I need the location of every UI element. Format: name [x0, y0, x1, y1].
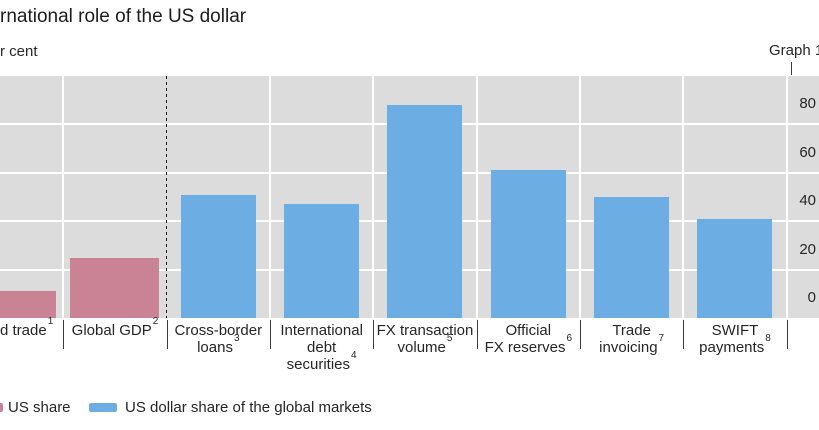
y-axis-tick-label-40: 40	[799, 192, 816, 210]
series-divider-dashed-line	[166, 76, 168, 318]
bar-swift-payments	[697, 218, 773, 318]
column-separator	[682, 76, 685, 318]
legend: US share US dollar share of the global ma…	[0, 399, 819, 419]
x-axis-tick	[476, 320, 478, 349]
bar-world-trade	[0, 291, 57, 318]
column-separator	[578, 76, 581, 318]
footnote-marker: 4	[351, 350, 357, 361]
column-separator	[62, 76, 65, 318]
footnote-marker: 6	[566, 333, 573, 344]
x-axis-label-official-fx-reserves: Official FX reserves6	[484, 322, 573, 356]
legend-swatch-usd_share	[89, 403, 117, 412]
column-separator	[372, 76, 375, 318]
footnote-marker: 1	[47, 316, 54, 327]
x-axis-label-cross-border-loans: Cross-border loans3	[174, 322, 263, 356]
x-axis-tick	[269, 320, 271, 349]
footnote-marker: 7	[658, 333, 665, 344]
x-axis-tick	[786, 320, 788, 349]
x-axis-label-trade-invoicing: Trade invoicing7	[599, 322, 665, 356]
column-separator	[268, 76, 271, 318]
column-separator	[475, 76, 478, 318]
x-axis-label-fx-transaction-volume: FX transaction volume5	[376, 322, 474, 356]
footnote-marker: 8	[765, 333, 771, 344]
x-axis-label-swift-payments: SWIFT payments8	[699, 322, 771, 356]
footnote-marker: 2	[152, 316, 159, 327]
x-axis-tick	[63, 320, 65, 349]
graph-number-label: Graph 1	[769, 42, 819, 59]
x-axis-label-international-debt-securities: International debt securities4	[280, 322, 363, 373]
bar-official-fx-reserves	[490, 170, 566, 318]
bar-cross-border-loans	[180, 194, 256, 318]
x-axis-tick	[373, 320, 375, 349]
legend-label-us_share: US share	[8, 399, 71, 416]
column-separator	[785, 76, 788, 318]
chart-title: rnational role of the US dollar	[0, 6, 247, 27]
legend-label-usd_share: US dollar share of the global markets	[125, 399, 372, 416]
y-axis-unit-label: r cent	[0, 43, 38, 60]
x-axis-tick	[579, 320, 581, 349]
bar-global-gdp	[70, 257, 160, 318]
x-axis-tick	[166, 320, 168, 349]
y-axis-tick-label-0: 0	[807, 289, 816, 306]
plot-area: 0 20 40 60 80	[0, 76, 819, 318]
bar-international-debt-securities	[284, 204, 360, 318]
y-axis-tick-label-60: 60	[799, 143, 816, 161]
bar-fx-transaction-volume	[387, 105, 463, 318]
top-axis-tick	[791, 62, 792, 75]
x-axis-label-global-gdp: Global GDP2	[71, 316, 159, 340]
legend-swatch-us_share	[0, 403, 3, 412]
x-axis-tick	[683, 320, 685, 349]
x-axis-label-world-trade: d trade1	[0, 316, 54, 340]
y-axis-tick-label-80: 80	[799, 95, 816, 113]
footnote-marker: 5	[446, 333, 453, 344]
bar-trade-invoicing	[594, 197, 670, 318]
y-axis-tick-label-20: 20	[799, 240, 816, 258]
footnote-marker: 3	[233, 333, 240, 344]
